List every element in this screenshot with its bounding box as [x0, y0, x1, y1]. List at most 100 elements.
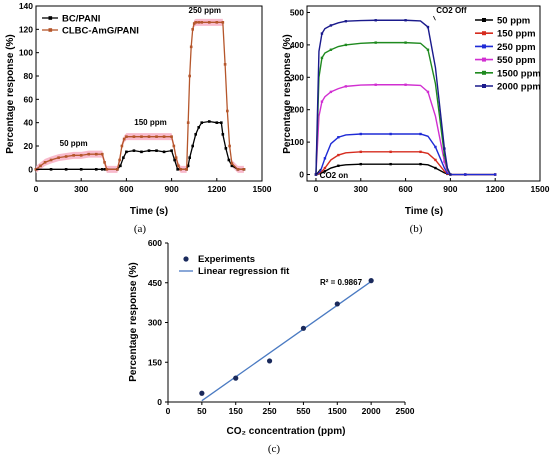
- panel-c-data-point: [368, 278, 374, 284]
- panel-a-series-marker: [215, 121, 219, 124]
- panel-b-legend-label: 50 ppm: [497, 16, 530, 27]
- panel-a-series-marker: [185, 168, 188, 171]
- panel-c-xtick-label: 250: [262, 406, 276, 416]
- panel-b-legend-marker: [482, 70, 486, 75]
- panel-c-legend-marker-experiments: [183, 256, 189, 262]
- panel-b-series-marker: [443, 153, 446, 157]
- panel-b-xtick-label: 1500: [531, 184, 550, 194]
- panel-b-series-marker: [314, 173, 318, 176]
- panel-b-series-marker: [323, 166, 327, 170]
- panel-a-ytick-label: 0: [28, 164, 33, 174]
- panel-a-series-marker: [72, 154, 75, 157]
- panel-c: 0 50 150 250 550 1500 2000 2500 0 150 300 450 600 Ex…: [128, 238, 415, 455]
- panel-a-series-marker: [64, 168, 68, 171]
- panel-a-series-marker: [87, 152, 91, 156]
- panel-a-series-marker: [173, 158, 176, 162]
- panel-a-ytick-label: 20: [24, 141, 34, 151]
- panel-b-legend-label: 250 ppm: [497, 42, 536, 53]
- panel-a-annotation: 50 ppm: [60, 139, 88, 148]
- panel-a-series-marker: [119, 164, 122, 168]
- panel-b-series-marker: [344, 85, 348, 88]
- panel-b-series-marker: [449, 173, 452, 176]
- panel-a-series-marker: [191, 28, 194, 31]
- panel-b-series-marker: [426, 48, 430, 51]
- panel-c-xtick-label: 2500: [396, 406, 415, 416]
- panel-a-ytick-label: 100: [19, 48, 33, 58]
- panel-c-xtick-label: 2000: [362, 406, 381, 416]
- panel-a-annotation: 150 ppm: [134, 118, 166, 127]
- panel-b-legend-marker: [482, 84, 486, 88]
- panel-a-series-marker: [242, 168, 246, 171]
- panel-b-series-marker: [337, 153, 340, 157]
- panel-b-plot-frame: [306, 5, 541, 182]
- panel-a-xlabel: Time (s): [130, 206, 168, 217]
- panel-a-series-marker: [147, 149, 151, 152]
- panel-b-series-marker: [443, 147, 446, 150]
- panel-b-annotation-co2-off: CO2 Off: [436, 6, 467, 15]
- panel-a-series-marker: [79, 154, 83, 157]
- panel-b-series-marker: [493, 173, 497, 176]
- panel-c-ylabel: Percentage response (%): [128, 262, 139, 382]
- panel-a-series-marker: [197, 21, 201, 24]
- panel-c-points: [199, 278, 374, 396]
- panel-b-series-marker: [434, 166, 437, 170]
- panel-b-legend-marker: [482, 57, 486, 62]
- panel-a-series-marker: [125, 150, 128, 154]
- panel-c-ytick-label: 0: [157, 397, 162, 407]
- panel-a-series-marker: [172, 144, 176, 148]
- panel-a-series-marker: [43, 161, 47, 164]
- panel-a-series-marker: [125, 135, 128, 138]
- panel-b: 0 300 600 900 1200 1500 0 100 200 300 400 500 CO2 O…: [282, 5, 550, 235]
- panel-a-ylabel: Percentage response (%): [5, 34, 16, 154]
- panel-a-series-marker: [230, 164, 234, 168]
- panel-c-legend-label: Linear regression fit: [198, 266, 290, 277]
- panel-a-series-marker: [192, 22, 196, 25]
- panel-c-legend-label: Experiments: [198, 254, 255, 265]
- panel-a-series-marker: [230, 162, 234, 165]
- panel-a-series-marker: [176, 168, 179, 171]
- panel-b-series-marker: [320, 100, 324, 103]
- panel-c-ytick-label: 300: [148, 318, 162, 328]
- panel-c-regression-line: [201, 280, 372, 402]
- panel-a-series-marker: [122, 137, 126, 141]
- panel-b-ticks: 0 300 600 900 1200 1500 0 100 200 300 400 500: [290, 7, 550, 194]
- panel-a-series-marker: [39, 164, 42, 168]
- panel-b-ytick-label: 200: [290, 105, 304, 115]
- panel-a-series-marker: [207, 21, 211, 24]
- panel-b-ytick-label: 500: [290, 7, 304, 17]
- panel-a-series-marker: [155, 135, 158, 138]
- panel-a-series-marker: [174, 156, 178, 159]
- panel-a-series-marker: [194, 133, 198, 136]
- panel-a: 0 300 600 900 1200 1500 0 20 40 60 80 100 120 140 50 …: [5, 1, 272, 235]
- panel-a-series-marker: [200, 21, 204, 24]
- panel-a-legend-marker: [48, 16, 53, 20]
- panel-a-ytick-label: 140: [19, 1, 33, 11]
- panel-c-xtick-label: 1500: [328, 406, 347, 416]
- panel-a-series-marker: [220, 121, 223, 124]
- panel-b-annotation-arrow: [316, 168, 321, 175]
- panel-a-series-marker: [197, 126, 201, 129]
- panel-b-legend-label: 150 ppm: [497, 29, 536, 40]
- panel-a-series-marker: [116, 168, 119, 171]
- panel-b-legend-label: 1500 ppm: [497, 68, 541, 79]
- panel-b-series-marker: [419, 150, 422, 154]
- panel-b-series-marker: [374, 41, 377, 44]
- panel-c-label: (c): [268, 443, 281, 455]
- panel-a-series-marker: [223, 63, 227, 66]
- panel-a-series-marker: [147, 135, 151, 138]
- panel-b-series-marker: [404, 83, 407, 86]
- panel-b-series-marker: [359, 150, 362, 154]
- panel-b-xtick-label: 300: [354, 184, 368, 194]
- panel-a-series-marker: [79, 168, 83, 171]
- panel-c-xtick-label: 50: [197, 406, 207, 416]
- panel-a-series-marker: [228, 144, 231, 148]
- panel-a-series-marker: [104, 168, 107, 171]
- panel-a-xtick-label: 0: [34, 184, 39, 194]
- panel-a-series-marker: [105, 168, 109, 171]
- panel-a-series-marker: [221, 133, 225, 136]
- panel-b-xlabel: Time (s): [405, 206, 443, 217]
- panel-a-series-marker: [179, 168, 182, 171]
